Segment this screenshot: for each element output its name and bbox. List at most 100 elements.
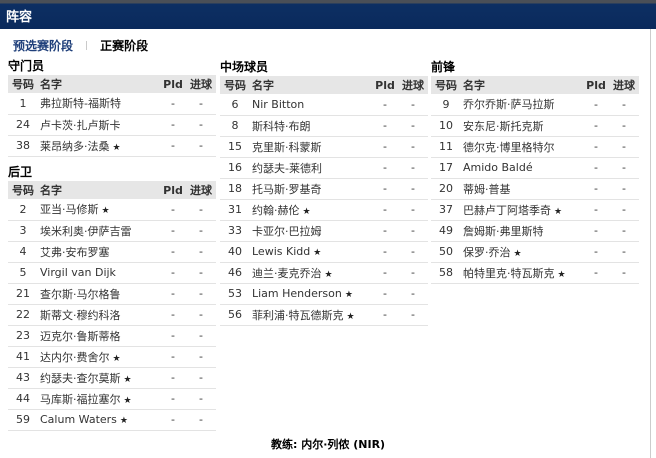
player-goals: - <box>398 199 428 221</box>
section-title: 守门员 <box>8 59 45 73</box>
col-name: 名字 <box>461 76 583 94</box>
table-row: 21 查尔斯·马尔格鲁 - - <box>8 283 216 305</box>
player-name[interactable]: 埃米利奥·伊萨吉雷 <box>40 224 132 238</box>
player-name-cell: Nir Bitton <box>250 94 372 116</box>
player-name-cell: 弗拉斯特-福斯特 <box>38 93 160 115</box>
table-row: 56 菲利浦·特瓦德斯克 ★ - - <box>220 304 428 326</box>
player-pld: - <box>160 114 186 136</box>
player-name[interactable]: 马库斯·福拉塞尔 <box>40 392 121 406</box>
section-title: 前锋 <box>431 60 456 74</box>
player-goals: - <box>186 325 216 347</box>
player-number: 38 <box>8 135 38 157</box>
player-pld: - <box>583 199 609 221</box>
table-row: 31 约翰·赫伦 ★ - - <box>220 199 428 221</box>
player-number: 33 <box>220 220 250 242</box>
player-number: 21 <box>8 283 38 305</box>
player-name[interactable]: 达内尔·费舍尔 <box>40 350 110 364</box>
tab-separator: | <box>85 40 89 51</box>
player-name[interactable]: 蒂姆·普基 <box>463 182 511 196</box>
player-goals: - <box>186 283 216 305</box>
player-name[interactable]: Liam Henderson <box>252 287 342 300</box>
star-icon: ★ <box>513 248 522 259</box>
star-icon: ★ <box>313 248 322 258</box>
player-name[interactable]: Nir Bitton <box>252 97 305 111</box>
table-row: 18 托马斯·罗基奇 - - <box>220 178 428 200</box>
player-name[interactable]: 斯科特·布朗 <box>252 119 311 133</box>
player-name[interactable]: Virgil van Dijk <box>40 266 116 279</box>
table-header: 号码 名字 Pld 进球 <box>431 76 639 94</box>
player-name[interactable]: 菲利浦·特瓦德斯克 <box>252 308 344 322</box>
player-goals: - <box>186 114 216 136</box>
player-pld: - <box>160 241 186 263</box>
player-name[interactable]: 德尔克·博里格特尔 <box>463 140 555 154</box>
tab-qualifying[interactable]: 预选赛阶段 <box>13 39 74 53</box>
player-name[interactable]: 帕特里克·特瓦斯克 <box>463 266 555 280</box>
player-name-cell: 安东尼·斯托克斯 <box>461 115 583 137</box>
star-icon: ★ <box>123 374 132 385</box>
player-name[interactable]: 斯蒂文·穆约科洛 <box>40 308 121 322</box>
player-goals: - <box>186 220 216 242</box>
player-name[interactable]: 迈克尔·鲁斯蒂格 <box>40 329 121 343</box>
player-name[interactable]: Calum Waters <box>40 413 117 426</box>
player-name-cell: 蒂姆·普基 <box>461 178 583 200</box>
player-pld: - <box>160 135 186 157</box>
player-goals: - <box>186 93 216 115</box>
player-name[interactable]: 詹姆斯·弗里斯特 <box>463 224 544 238</box>
midfielders-section: 中场球员 号码 名字 Pld 进球 6 Nir Bitton - -8 斯科特·布朗 - -15 克里斯… <box>220 59 428 326</box>
table-row: 38 莱昂纳多·法桑 ★ - - <box>8 135 216 157</box>
player-pld: - <box>583 115 609 137</box>
player-name[interactable]: 约翰·赫伦 <box>252 203 300 217</box>
table-row: 17 Amido Baldé - - <box>431 157 639 179</box>
player-name[interactable]: 弗拉斯特-福斯特 <box>40 97 121 111</box>
player-name-cell: 保罗·乔治 ★ <box>461 241 583 263</box>
player-name[interactable]: 保罗·乔治 <box>463 245 511 259</box>
player-name[interactable]: 迪兰·麦克乔治 <box>252 266 322 280</box>
player-name-cell: 艾弗·安布罗塞 <box>38 241 160 263</box>
player-name[interactable]: 卡亚尔·巴拉姆 <box>252 224 322 238</box>
player-name[interactable]: 克里斯·科蒙斯 <box>252 140 322 154</box>
player-name-cell: 德尔克·博里格特尔 <box>461 136 583 158</box>
table-row: 4 艾弗·安布罗塞 - - <box>8 241 216 263</box>
star-icon: ★ <box>112 353 121 364</box>
player-goals: - <box>398 304 428 326</box>
player-name[interactable]: 约瑟夫·查尔莫斯 <box>40 371 121 385</box>
player-name[interactable]: Amido Baldé <box>463 161 533 174</box>
player-name[interactable]: 查尔斯·马尔格鲁 <box>40 287 121 301</box>
player-name-cell: 约瑟夫-莱德利 <box>250 157 372 179</box>
star-icon: ★ <box>101 206 110 217</box>
player-name[interactable]: 卢卡茨·扎卢斯卡 <box>40 118 121 132</box>
star-icon: ★ <box>123 395 132 406</box>
table-row: 6 Nir Bitton - - <box>220 94 428 116</box>
player-number: 41 <box>8 346 38 368</box>
player-name[interactable]: 莱昂纳多·法桑 <box>40 139 110 153</box>
player-name[interactable]: 亚当·马修斯 <box>40 203 99 217</box>
table-header: 号码 名字 Pld 进球 <box>8 181 216 199</box>
player-name[interactable]: 巴赫卢丁阿塔季奇 <box>463 203 551 217</box>
table-row: 59 Calum Waters ★ - - <box>8 409 216 431</box>
player-goals: - <box>398 241 428 263</box>
table-header: 号码 名字 Pld 进球 <box>220 76 428 94</box>
tab-finals[interactable]: 正赛阶段 <box>100 39 149 53</box>
section-title: 中场球员 <box>220 60 269 74</box>
player-name-cell: 莱昂纳多·法桑 ★ <box>38 135 160 157</box>
panel-border <box>650 29 651 458</box>
player-pld: - <box>583 178 609 200</box>
player-name[interactable]: Lewis Kidd <box>252 245 311 258</box>
player-number: 40 <box>220 241 250 263</box>
player-name-cell: 斯蒂文·穆约科洛 <box>38 304 160 326</box>
player-pld: - <box>372 115 398 137</box>
player-name[interactable]: 托马斯·罗基奇 <box>252 182 322 196</box>
player-goals: - <box>609 94 639 116</box>
player-name[interactable]: 艾弗·安布罗塞 <box>40 245 110 259</box>
col-goals: 进球 <box>609 76 639 94</box>
star-icon: ★ <box>324 269 333 280</box>
forwards-section: 前锋 号码 名字 Pld 进球 9 乔尔乔斯·萨马拉斯 - -10 安东尼·斯托克斯 - -11 德尔克… <box>431 59 639 284</box>
player-goals: - <box>186 367 216 389</box>
player-name[interactable]: 乔尔乔斯·萨马拉斯 <box>463 98 555 112</box>
player-name[interactable]: 约瑟夫-莱德利 <box>252 161 322 175</box>
player-name[interactable]: 安东尼·斯托克斯 <box>463 119 544 133</box>
player-pld: - <box>372 178 398 200</box>
col-pld: Pld <box>160 181 186 199</box>
player-name-cell: 乔尔乔斯·萨马拉斯 <box>461 94 583 116</box>
player-pld: - <box>372 220 398 242</box>
